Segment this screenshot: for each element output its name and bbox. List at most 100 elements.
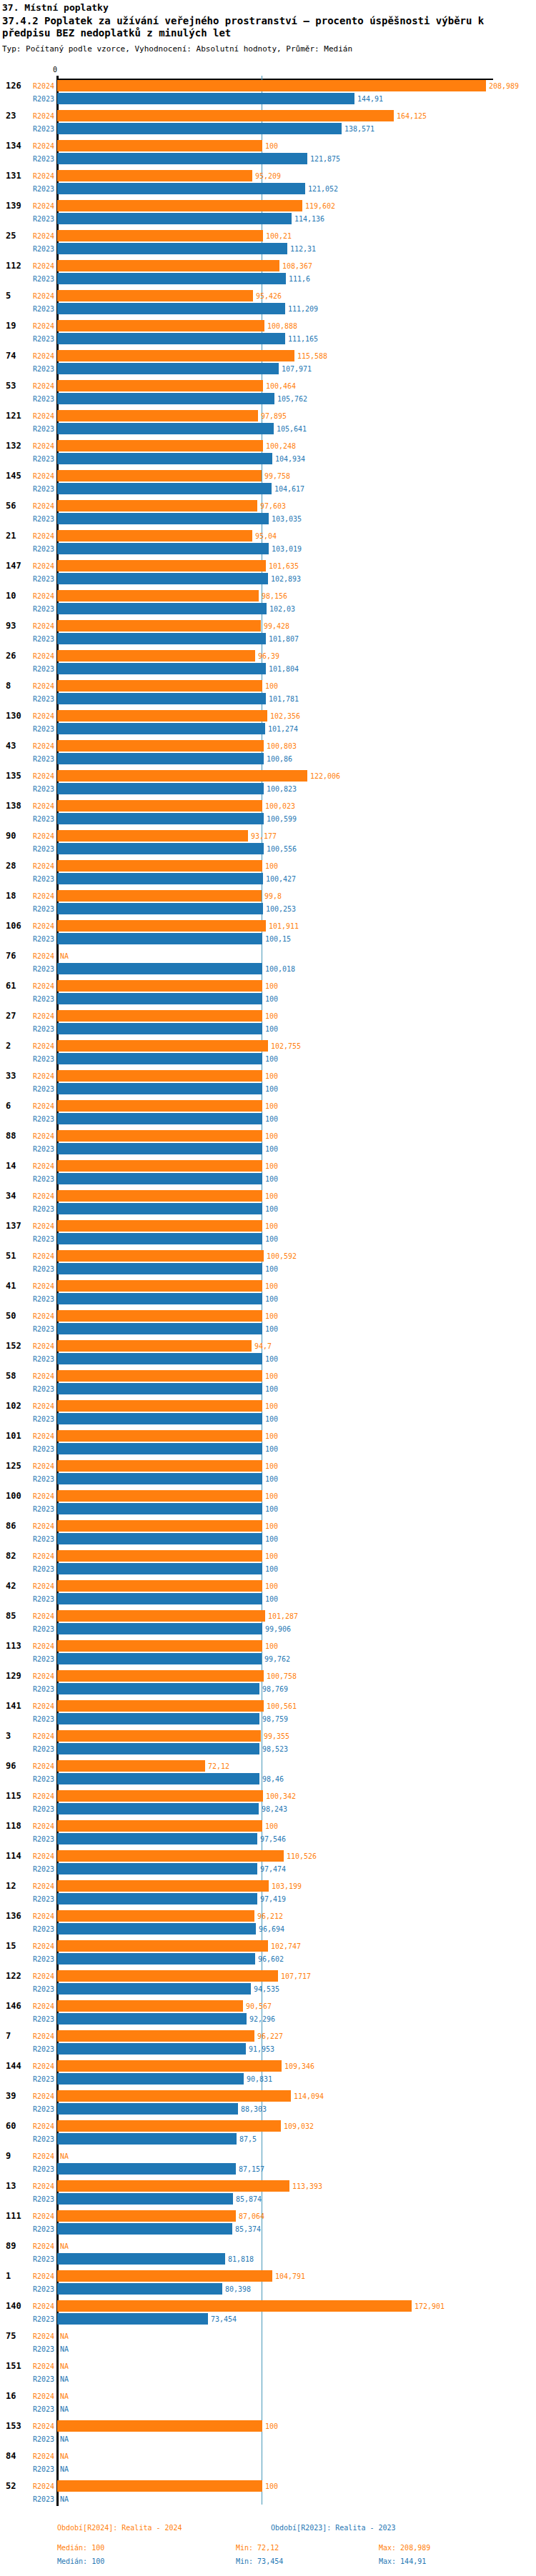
- bar-r2023: [57, 813, 264, 824]
- value-label-r2024: 119,602: [305, 202, 335, 210]
- bar-row-r2024: 2 R2024 102,755: [0, 1040, 536, 1052]
- bar-r2024: [57, 2300, 412, 2312]
- bar-r2023: [57, 1953, 255, 1965]
- bar-r2024: [57, 1730, 261, 1742]
- series-label-r2024: R2024: [0, 2392, 54, 2400]
- bar-r2024: [57, 1190, 262, 1202]
- bar-r2024: [57, 1670, 264, 1682]
- bar-r2023: [57, 693, 266, 704]
- value-label-r2024: 100: [265, 1132, 278, 1140]
- series-label-r2023: R2023: [0, 305, 54, 313]
- bar-row-r2023: R2023 98,243: [0, 1803, 536, 1814]
- bar-group: 75 R2024 NA R2023 NA: [0, 2330, 536, 2355]
- bar-r2023: [57, 1773, 259, 1784]
- series-label-r2023: R2023: [0, 485, 54, 493]
- value-label-r2024: 100: [265, 2482, 278, 2490]
- series-label-r2024: R2024: [0, 1522, 54, 1530]
- bar-r2024: [57, 2180, 289, 2192]
- bar-r2023: [57, 2253, 225, 2265]
- value-label-r2023: 111,209: [288, 305, 318, 313]
- series-label-r2023: R2023: [0, 605, 54, 613]
- bar-group: 132 R2024 100,248 R2023 104,934: [0, 440, 536, 464]
- bar-row-r2023: R2023 100: [0, 1143, 536, 1154]
- series-label-r2023: R2023: [0, 1445, 54, 1453]
- value-label-r2024: 100: [265, 1462, 278, 1470]
- bar-r2023: [57, 1833, 257, 1844]
- page-title: 37. Místní poplatky: [2, 2, 109, 13]
- series-label-r2024: R2024: [0, 82, 54, 90]
- bar-group: 89 R2024 NA R2023 81,818: [0, 2240, 536, 2265]
- series-label-r2023: R2023: [0, 545, 54, 553]
- bar-r2023: [57, 123, 342, 134]
- series-label-r2023: R2023: [0, 2135, 54, 2143]
- bar-group: 26 R2024 96,39 R2023 101,804: [0, 650, 536, 674]
- value-label-r2023: 100: [265, 1175, 278, 1183]
- bar-row-r2024: 51 R2024 100,592: [0, 1250, 536, 1262]
- bar-r2023: [57, 573, 268, 584]
- bar-row-r2023: R2023 107,971: [0, 363, 536, 374]
- bar-r2023: [57, 1473, 262, 1484]
- bar-row-r2024: 61 R2024 100: [0, 980, 536, 992]
- bar-r2024: [57, 590, 259, 601]
- value-label-r2024: 100,758: [267, 1672, 297, 1680]
- series-label-r2024: R2024: [0, 2422, 54, 2430]
- value-label-r2023: 100: [265, 1085, 278, 1093]
- bar-row-r2024: 106 R2024 101,911: [0, 920, 536, 932]
- series-label-r2023: R2023: [0, 95, 54, 103]
- bar-row-r2024: 115 R2024 100,342: [0, 1790, 536, 1802]
- bar-row-r2024: 74 R2024 115,588: [0, 350, 536, 361]
- bar-group: 58 R2024 100 R2023 100: [0, 1370, 536, 1394]
- bar-row-r2023: R2023 85,374: [0, 2223, 536, 2235]
- series-label-r2024: R2024: [0, 2002, 54, 2010]
- series-label-r2023: R2023: [0, 1745, 54, 1753]
- bar-row-r2024: 13 R2024 113,393: [0, 2180, 536, 2192]
- bar-group: 51 R2024 100,592 R2023 100: [0, 1250, 536, 1274]
- bar-row-r2024: 130 R2024 102,356: [0, 710, 536, 722]
- value-label-r2023: 85,874: [236, 2195, 262, 2203]
- bar-r2023: [57, 273, 286, 284]
- bar-row-r2024: 12 R2024 103,199: [0, 1880, 536, 1892]
- value-label-r2023: 100: [265, 1205, 278, 1213]
- series-label-r2024: R2024: [0, 1252, 54, 1260]
- x-axis-zero-label: 0: [43, 66, 57, 74]
- series-label-r2024: R2024: [0, 1222, 54, 1230]
- bar-group: 86 R2024 100 R2023 100: [0, 1520, 536, 1544]
- series-label-r2023: R2023: [0, 2075, 54, 2083]
- bar-row-r2024: 15 R2024 102,747: [0, 1940, 536, 1952]
- value-label-r2023: 98,46: [262, 1775, 284, 1783]
- bar-r2024: [57, 1130, 262, 1142]
- series-label-r2024: R2024: [0, 1612, 54, 1620]
- bar-r2023: [57, 393, 274, 404]
- bar-group: 2 R2024 102,755 R2023 100: [0, 1040, 536, 1064]
- series-label-r2023: R2023: [0, 1355, 54, 1363]
- bar-r2024: [57, 1880, 269, 1892]
- bar-r2023: [57, 1383, 262, 1394]
- value-label-r2024: 164,125: [397, 112, 427, 120]
- bar-r2024: [57, 1010, 262, 1022]
- bar-group: 8 R2024 100 R2023 101,781: [0, 680, 536, 704]
- series-label-r2024: R2024: [0, 142, 54, 150]
- series-label-r2023: R2023: [0, 635, 54, 643]
- series-label-r2024: R2024: [0, 2152, 54, 2160]
- series-label-r2024: R2024: [0, 1852, 54, 1860]
- legend-period-r2024: Období[R2024]: Realita - 2024: [57, 2524, 182, 2532]
- bar-group: 141 R2024 100,561 R2023 98,759: [0, 1700, 536, 1724]
- bar-r2023: [57, 2043, 246, 2055]
- series-label-r2024: R2024: [0, 562, 54, 570]
- series-label-r2024: R2024: [0, 1642, 54, 1650]
- value-label-r2024: 100: [265, 862, 278, 870]
- value-label-r2024: 113,393: [292, 2182, 322, 2190]
- bar-r2024: [57, 1100, 262, 1112]
- series-label-r2024: R2024: [0, 2272, 54, 2280]
- series-label-r2023: R2023: [0, 1535, 54, 1543]
- bar-row-r2023: R2023 NA: [0, 2343, 536, 2355]
- value-label-r2024: 99,355: [264, 1732, 289, 1740]
- value-label-r2024: 95,04: [255, 532, 277, 540]
- bar-group: 43 R2024 100,803 R2023 100,86: [0, 740, 536, 764]
- series-label-r2023: R2023: [0, 2495, 54, 2503]
- bar-row-r2023: R2023 NA: [0, 2433, 536, 2445]
- bar-r2023: [57, 1503, 262, 1514]
- value-label-r2024: 115,588: [297, 352, 327, 360]
- bar-r2024: [57, 1550, 262, 1562]
- value-label-r2023: 98,523: [262, 1745, 288, 1753]
